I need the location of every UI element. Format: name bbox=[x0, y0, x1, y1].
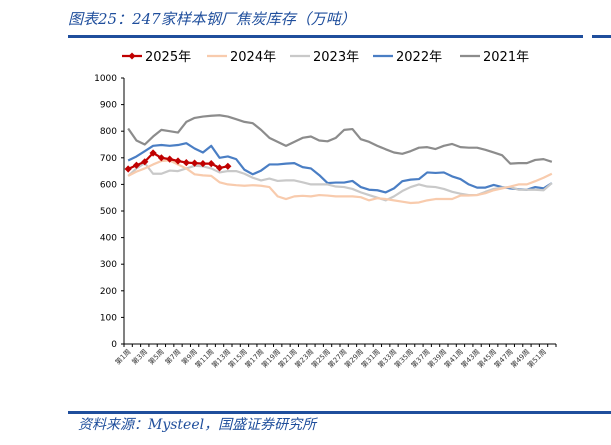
y-tick-label: 1000 bbox=[94, 74, 117, 84]
x-tick-label: 第3周 bbox=[130, 347, 149, 366]
source-rule bbox=[68, 411, 611, 414]
legend-label: 2023年 bbox=[313, 50, 359, 65]
x-tick-label: 第7周 bbox=[163, 347, 182, 366]
y-tick-label: 100 bbox=[100, 313, 117, 323]
y-tick-label: 500 bbox=[100, 207, 117, 217]
legend-label: 2022年 bbox=[396, 50, 442, 65]
series-line-2024年 bbox=[127, 159, 553, 205]
legend-label: 2021年 bbox=[483, 50, 529, 65]
x-tick-label: 第5周 bbox=[146, 347, 165, 366]
y-tick-label: 900 bbox=[100, 101, 117, 111]
y-tick-label: 600 bbox=[100, 180, 117, 190]
figure-title: 图表25：247家样本钢厂焦炭库存（万吨） bbox=[68, 10, 356, 28]
legend-marker bbox=[128, 52, 136, 60]
data-point-2025年 bbox=[141, 158, 149, 166]
data-point-2025年 bbox=[224, 162, 232, 170]
data-point-2025年 bbox=[124, 165, 132, 173]
source-note: 资料来源：Mysteel，国盛证券研究所 bbox=[78, 417, 317, 433]
legend-label: 2025年 bbox=[145, 50, 191, 65]
data-point-2025年 bbox=[149, 149, 157, 157]
data-point-2025年 bbox=[215, 164, 224, 172]
series-line-2022年 bbox=[127, 142, 553, 194]
data-point-2025年 bbox=[132, 161, 141, 169]
title-rule bbox=[68, 35, 583, 38]
y-tick-label: 700 bbox=[100, 154, 117, 164]
data-point-2025年 bbox=[191, 159, 199, 167]
y-tick-label: 300 bbox=[100, 260, 117, 270]
data-point-2025年 bbox=[182, 158, 190, 167]
series-line-2021年 bbox=[127, 114, 553, 165]
y-tick-label: 200 bbox=[100, 287, 117, 297]
y-tick-label: 0 bbox=[111, 340, 117, 350]
y-tick-label: 400 bbox=[100, 234, 117, 244]
title-rule-right bbox=[592, 35, 611, 38]
data-point-2025年 bbox=[199, 160, 207, 168]
x-tick-label: 第51周 bbox=[525, 347, 548, 370]
data-point-2025年 bbox=[207, 160, 215, 168]
data-point-2025年 bbox=[157, 154, 165, 162]
y-tick-label: 800 bbox=[100, 127, 117, 137]
legend-label: 2024年 bbox=[230, 50, 276, 65]
data-point-2025年 bbox=[174, 157, 182, 165]
data-point-2025年 bbox=[166, 155, 174, 163]
